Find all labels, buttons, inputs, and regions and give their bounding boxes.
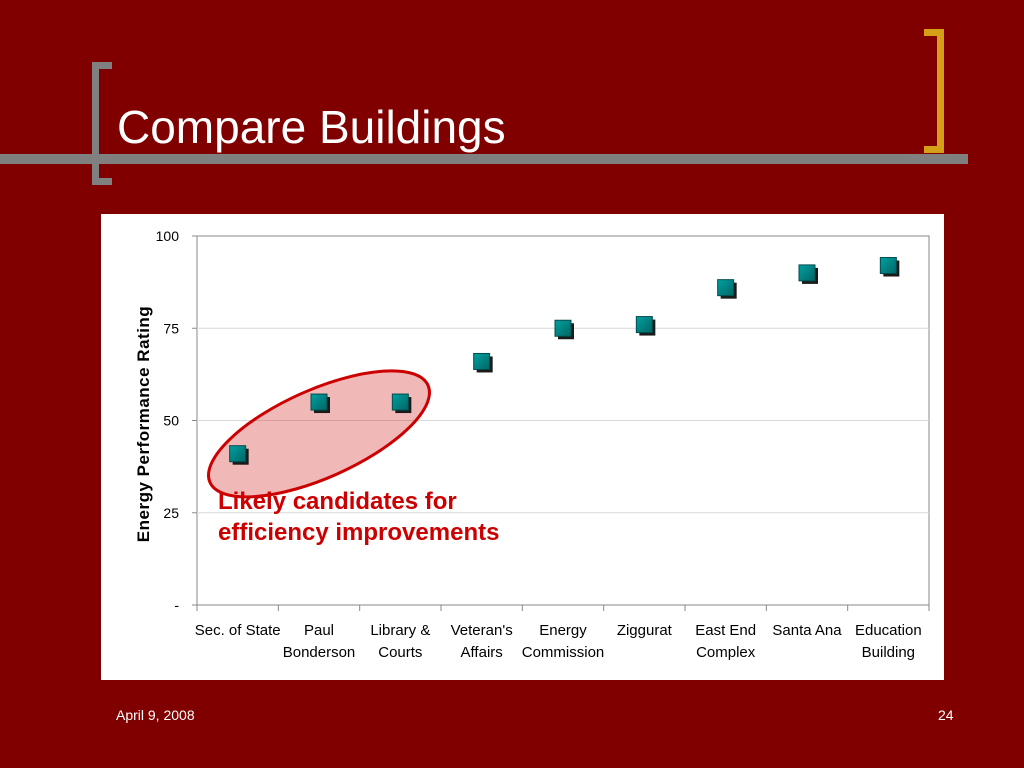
chart-panel: - 25 50 75 100 Sec. of State Paul Bonderson Lib… [101,214,944,680]
y-tick-label: 100 [156,228,180,244]
data-point-marker [391,393,409,411]
y-tick-label: - [174,597,179,613]
right-bracket-decoration [924,29,944,153]
slide-title: Compare Buildings [117,101,506,153]
data-point [229,445,249,465]
data-point-marker [879,257,897,275]
title-underline-bar [0,154,968,164]
data-point [473,352,493,373]
data-point-marker [310,393,328,411]
annotation-line: efficiency improvements [218,519,500,546]
footer-date: April 9, 2008 [116,707,195,723]
x-tick-label: Ziggurat [617,622,673,639]
x-tick-label: Veteran's Affairs [451,622,513,661]
data-point-marker [554,319,572,337]
data-point [391,393,412,414]
x-tick-label: East End Complex [695,622,756,661]
x-tick-label: Education Building [855,622,922,661]
data-point [310,393,330,414]
x-tick-label: Energy Commission [522,622,605,661]
data-point [635,316,656,336]
y-tick-label: 25 [163,505,179,521]
data-point-marker [229,445,247,463]
page-number: 24 [938,707,954,723]
left-bracket-decoration [92,62,112,185]
y-tick-label: 75 [163,320,179,336]
scatter-chart: - 25 50 75 100 Sec. of State Paul Bonderson Lib… [134,228,930,661]
x-tick-label: Library & Courts [370,622,430,661]
data-point [717,279,737,299]
data-point-marker [473,352,491,370]
x-tick-label: Paul Bonderson [283,622,356,661]
data-point [798,264,818,284]
data-point-marker [798,264,816,282]
x-tick-label: Santa Ana [772,622,842,639]
annotation-text: Likely candidates for efficiency improve… [218,486,499,548]
data-point [554,319,574,340]
y-tick-label: 50 [163,413,179,429]
x-tick-label: Sec. of State [195,622,281,639]
highlight-ellipse [207,369,431,499]
data-point-marker [717,279,735,297]
data-point-marker [635,316,653,334]
annotation-line: Likely candidates for [218,488,457,515]
data-point [879,257,900,277]
y-axis-label: Energy Performance Rating [134,306,153,542]
